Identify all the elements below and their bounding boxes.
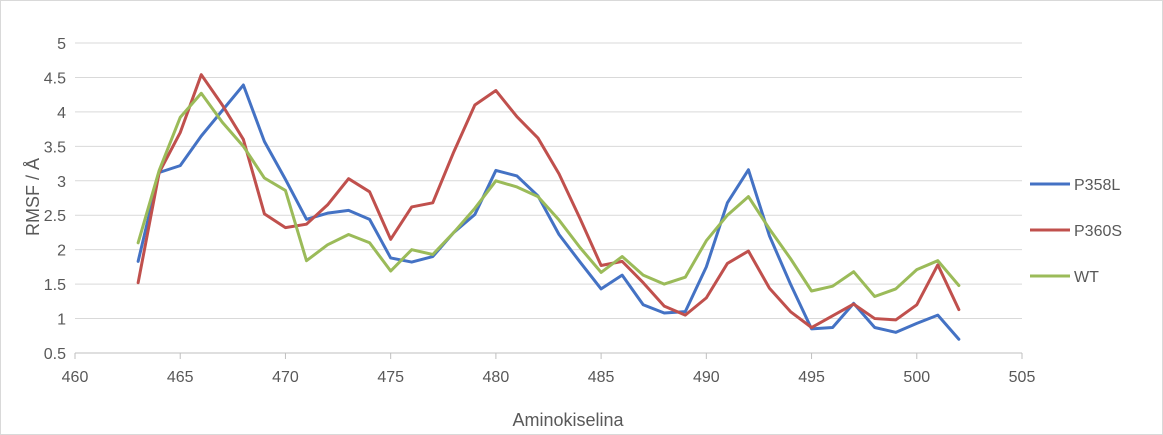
series-line-p360s: [136, 73, 961, 330]
y-tick-label: 0.5: [44, 346, 66, 363]
y-tick-label: 5: [57, 36, 66, 53]
x-tick-label: 465: [167, 369, 194, 386]
x-tick-label: 480: [483, 369, 510, 386]
y-axis-title: RMSF / Å: [23, 158, 43, 236]
y-tick-label: 4: [57, 105, 66, 122]
y-tick-label: 3.5: [44, 139, 66, 156]
legend-label-p358l: P358L: [1074, 177, 1120, 194]
series-line-wt: [136, 91, 961, 299]
gridlines: [75, 42, 1022, 320]
x-tick-label: 490: [693, 369, 720, 386]
legend: P358L P360S WT: [1030, 177, 1122, 286]
axes: [74, 352, 1023, 359]
tick-labels: 0.5 1 1.5 2 2.5 3 3.5 4 4.5 5 460 465 470 475 480 485 49…: [44, 36, 1036, 386]
x-tick-label: 505: [1009, 369, 1036, 386]
y-tick-label: 2: [57, 243, 66, 260]
y-tick-label: 1.5: [44, 277, 66, 294]
x-axis-title: Aminokiselina: [512, 410, 624, 430]
series-line-p358l: [136, 83, 961, 341]
legend-label-p360s: P360S: [1074, 223, 1122, 240]
x-tick-label: 495: [798, 369, 825, 386]
series-lines: [136, 73, 961, 341]
y-tick-label: 3: [57, 174, 66, 191]
x-tick-label: 460: [62, 369, 89, 386]
x-tick-label: 485: [588, 369, 615, 386]
y-tick-label: 1: [57, 312, 66, 329]
x-tick-label: 475: [377, 369, 404, 386]
x-tick-label: 470: [272, 369, 299, 386]
y-tick-label: 2.5: [44, 208, 66, 225]
y-tick-label: 4.5: [44, 70, 66, 87]
legend-label-wt: WT: [1074, 269, 1099, 286]
x-tick-label: 500: [903, 369, 930, 386]
